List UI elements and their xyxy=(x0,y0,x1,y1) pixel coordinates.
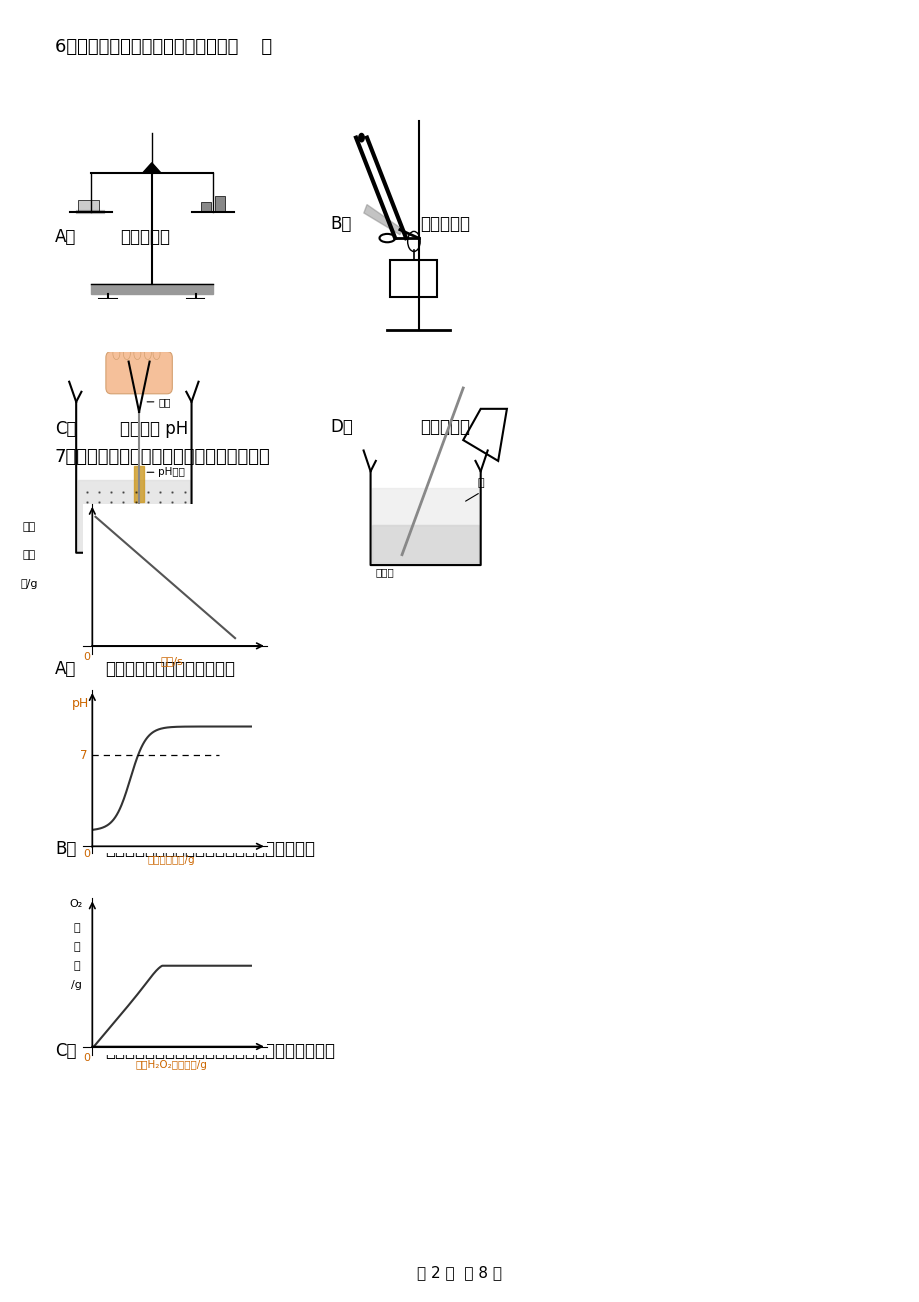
Ellipse shape xyxy=(358,134,364,142)
Text: 7．下列图像能正确反映其对应变化关系的是: 7．下列图像能正确反映其对应变化关系的是 xyxy=(55,448,270,466)
Text: 7: 7 xyxy=(80,749,87,762)
Bar xyxy=(390,260,437,297)
FancyBboxPatch shape xyxy=(106,352,172,393)
Text: 时间/s: 时间/s xyxy=(160,656,183,665)
Text: D．: D． xyxy=(330,418,353,436)
Text: 称量氯化钠: 称量氯化钠 xyxy=(119,228,170,246)
Text: 加入水的质量/g: 加入水的质量/g xyxy=(148,855,195,866)
Text: A．: A． xyxy=(55,228,76,246)
Text: 的质: 的质 xyxy=(22,551,36,560)
Text: 镊子: 镊子 xyxy=(158,397,171,406)
Text: 量: 量 xyxy=(74,961,80,971)
Ellipse shape xyxy=(153,348,160,359)
Text: 的: 的 xyxy=(74,923,80,934)
Text: 稀释浓硫酸: 稀释浓硫酸 xyxy=(420,418,470,436)
Text: C．: C． xyxy=(55,421,76,437)
Text: 6．下列图示实验操作中，正确的是（    ）: 6．下列图示实验操作中，正确的是（ ） xyxy=(55,38,272,56)
Ellipse shape xyxy=(134,348,141,359)
Ellipse shape xyxy=(123,348,130,359)
Text: /g: /g xyxy=(71,979,82,990)
Ellipse shape xyxy=(144,348,152,359)
Text: 向盛有一定质量二氧化锰的烧杯中加入过氧化氢溶液: 向盛有一定质量二氧化锰的烧杯中加入过氧化氢溶液 xyxy=(105,1042,335,1060)
Bar xyxy=(134,466,144,503)
Text: 量/g: 量/g xyxy=(20,578,38,589)
Text: A．: A． xyxy=(55,660,76,678)
Text: 测溶液的 pH: 测溶液的 pH xyxy=(119,421,188,437)
Text: 加入H₂O₂溶液质量/g: 加入H₂O₂溶液质量/g xyxy=(135,1060,208,1070)
Bar xyxy=(372,526,479,562)
Text: B．: B． xyxy=(55,840,76,858)
Text: C．: C． xyxy=(55,1042,76,1060)
Text: 质: 质 xyxy=(74,941,80,952)
Text: 加热一定质量的碳酸氢钠固体: 加热一定质量的碳酸氢钠固体 xyxy=(105,660,234,678)
Text: 0: 0 xyxy=(84,849,91,859)
Ellipse shape xyxy=(113,348,119,359)
Text: B．: B． xyxy=(330,215,351,233)
Text: 浓硫酸: 浓硫酸 xyxy=(376,568,394,578)
Bar xyxy=(200,202,211,211)
Text: 水: 水 xyxy=(477,478,483,488)
Text: 0: 0 xyxy=(84,652,91,661)
Bar xyxy=(78,480,189,551)
Text: 0: 0 xyxy=(84,1053,91,1064)
Text: 固体: 固体 xyxy=(22,522,36,533)
Polygon shape xyxy=(364,204,403,234)
Text: 向盛有少量硫酸溶液的烧杯中滴加一定质量的水: 向盛有少量硫酸溶液的烧杯中滴加一定质量的水 xyxy=(105,840,314,858)
Bar xyxy=(78,199,99,211)
Text: 第 2 页  共 8 页: 第 2 页 共 8 页 xyxy=(417,1266,502,1280)
Text: pH: pH xyxy=(72,697,89,710)
Polygon shape xyxy=(143,163,161,172)
Bar xyxy=(90,284,213,293)
Bar xyxy=(214,195,225,211)
Text: pH试纸: pH试纸 xyxy=(158,467,185,478)
Text: O₂: O₂ xyxy=(70,898,83,909)
Text: 给固体加热: 给固体加热 xyxy=(420,215,470,233)
Bar xyxy=(372,488,479,526)
